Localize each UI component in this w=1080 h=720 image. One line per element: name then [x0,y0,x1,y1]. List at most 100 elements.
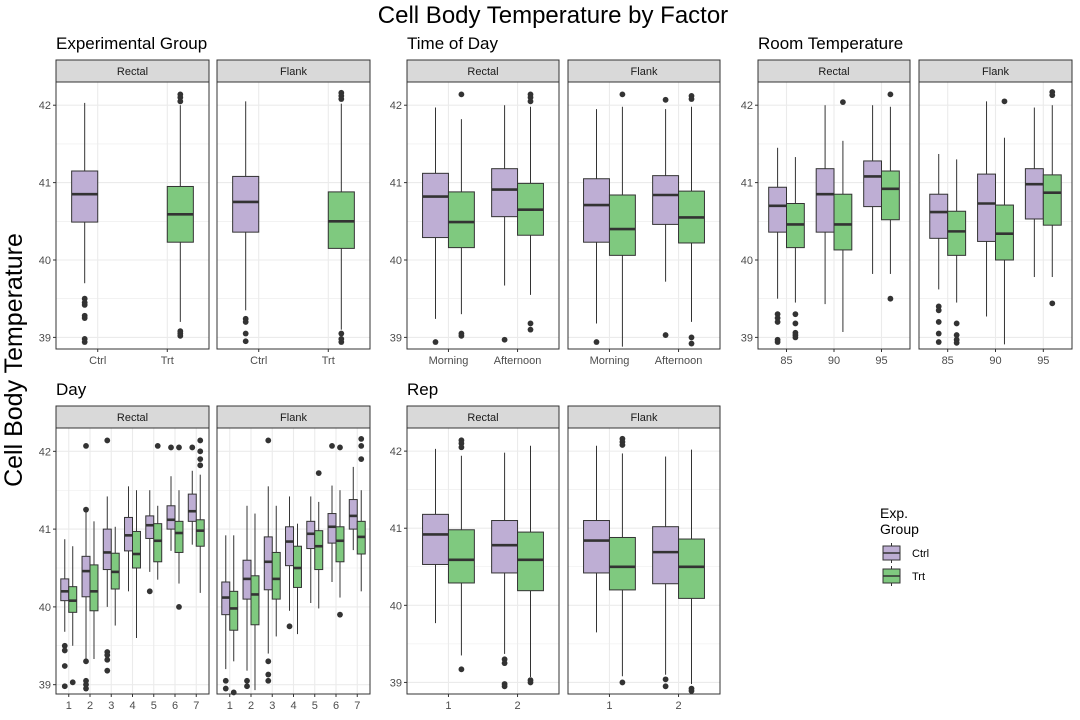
box-trt-2 [250,513,260,691]
box-ctrl-2 [652,456,680,690]
x-tick-label: 5 [312,700,318,712]
y-tick-label: 41 [390,178,402,190]
y-tick-label: 39 [39,680,51,692]
figure-title: Cell Body Temperature by Factor [378,2,728,29]
box-trt-4 [293,523,302,635]
box-body [102,528,112,571]
box-ctrl-3 [102,437,112,674]
outlier-point [501,660,508,667]
outlier-point [265,437,272,444]
box-trt-5 [314,470,324,609]
outlier-point [501,336,508,343]
outlier-point [168,444,174,451]
y-tick-label: 39 [39,332,51,344]
box-trt-6 [174,444,184,610]
box-ctrl-2 [81,442,91,692]
y-tick-label: 40 [741,255,753,267]
box-body [881,170,900,221]
outlier-point [458,332,465,339]
facet-label: Flank [631,66,658,78]
panel-flank: Flank 85 90 95 [918,59,1073,367]
x-tick-label: Trt [322,355,335,367]
box-body [447,191,475,249]
box-body [768,186,787,233]
x-tick-label: 1 [66,700,72,712]
outlier-point [527,98,534,105]
y-tick-label: 40 [390,600,402,612]
box-body [947,210,967,256]
x-tick-label: 2 [675,700,681,712]
outlier-point [329,442,335,449]
outlier-point [242,330,249,337]
box-body [335,526,345,563]
box-body [132,530,141,569]
box-trt-95 [1042,89,1062,307]
box-body [81,555,91,598]
x-tick-label: 1 [227,700,233,712]
box-body [977,173,996,242]
box-trt-trt [166,91,194,339]
facet-label: Rectal [818,66,849,78]
box-body [652,526,680,585]
outlier-point [197,437,204,444]
x-tick-label: Ctrl [89,355,106,367]
box-body [517,531,544,592]
outlier-point [338,96,345,102]
outlier-point [662,332,669,338]
box-body [232,175,260,233]
chart-day: Day Rectal 1 2 3 4 5 6 7 39 40 41 42 Flank 1 2 3 4 5 6 7 [39,380,371,712]
box-body [60,578,70,602]
outlier-point [662,683,669,690]
y-tick-label: 42 [39,446,51,458]
outlier-point [61,647,68,654]
box-body [327,513,337,544]
box-trt-morning [608,91,636,347]
outlier-point [935,307,942,314]
outlier-point [774,339,781,345]
box-body [447,529,475,584]
box-ctrl-7 [187,444,197,545]
outlier-point [104,667,111,674]
outlier-point [81,301,88,308]
y-axis-label: Cell Body Temperature [0,233,28,487]
panel-rectal: Rectal Ctrl Trt 39 40 41 42 [39,59,210,367]
box-trt-2 [517,445,544,686]
outlier-point [688,688,695,694]
outlier-point [1001,98,1008,105]
y-tick-label: 41 [39,524,51,536]
panel-border [406,81,560,350]
y-tick-label: 42 [390,446,402,458]
panel-flank: Flank 1 2 [567,405,721,712]
box-trt-90 [995,98,1014,345]
box-trt-90 [833,99,853,332]
y-tick-label: 41 [390,523,402,535]
box-trt-5 [153,442,163,580]
x-tick-label: Trt [161,355,174,367]
y-tick-label: 39 [390,332,402,344]
box-trt-trt [327,89,355,345]
box-ctrl-85 [768,147,787,345]
box-ctrl-95 [1024,107,1044,278]
x-tick-label: 5 [151,700,157,712]
y-tick-label: 40 [39,255,51,267]
box-body [491,168,519,218]
legend: Exp.Group Ctrl Trt [880,505,929,586]
x-tick-label: Ctrl [250,355,267,367]
outlier-point [619,442,626,448]
x-tick-label: Afternoon [655,355,703,367]
box-body [89,564,99,612]
outlier-point [146,588,153,595]
outlier-point [688,334,695,341]
box-body [491,520,519,574]
outlier-point [688,340,695,347]
box-ctrl-ctrl [71,102,99,345]
x-tick-label: 3 [269,700,275,712]
box-trt-afternoon [517,91,544,333]
box-body [285,526,294,567]
box-ctrl-5 [145,490,155,595]
box-ctrl-1 [221,535,231,692]
outlier-point [242,319,249,325]
box-trt-1 [68,546,78,686]
legend-title: Group [880,521,919,537]
box-body [1042,174,1062,226]
